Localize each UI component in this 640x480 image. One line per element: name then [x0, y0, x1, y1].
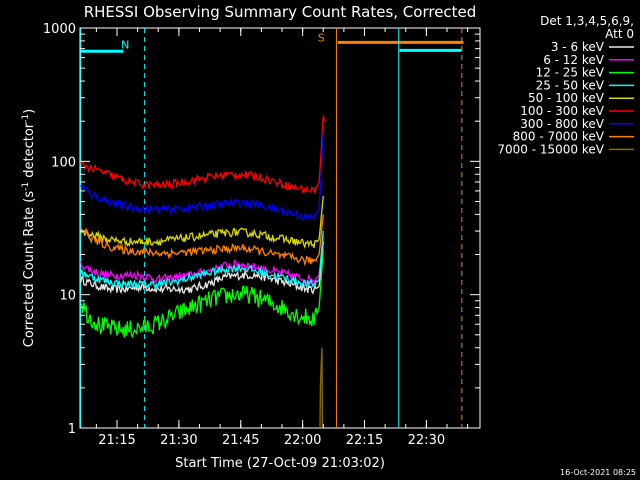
series-line-0 — [80, 241, 324, 295]
y-axis-label-sup1: -1 — [21, 182, 31, 191]
series-line-1 — [80, 234, 324, 286]
legend-label-8: 7000 - 15000 keV — [497, 142, 604, 156]
y-tick-label-1: 10 — [59, 289, 76, 304]
series-line-7 — [80, 214, 324, 267]
series-lines — [80, 115, 326, 429]
x-tick-label-4: 22:15 — [346, 433, 383, 448]
plot-frame — [79, 27, 481, 429]
legend-label-5: 100 - 300 keV — [520, 104, 604, 118]
chart-title: RHESSI Observing Summary Count Rates, Co… — [84, 3, 477, 21]
series-line-3 — [80, 231, 324, 291]
state-label-3: S — [318, 32, 325, 45]
legend-label-3: 25 - 50 keV — [536, 78, 605, 92]
footer-timestamp: 16-Oct-2021 08:25 — [560, 468, 636, 477]
y-tick-label-3: 1000 — [43, 22, 76, 37]
x-tick-label-0: 21:15 — [98, 433, 135, 448]
series-line-5 — [80, 115, 326, 195]
x-tick-label-3: 22:00 — [284, 433, 321, 448]
y-axis-label-main: Corrected Count Rate (s — [22, 191, 37, 348]
y-axis-label-sup2: -1 — [21, 114, 31, 123]
legend-label-2: 12 - 25 keV — [536, 66, 605, 80]
legend-label-6: 300 - 800 keV — [520, 117, 604, 131]
x-axis-label: Start Time (27-Oct-09 21:03:02) — [175, 456, 385, 471]
x-tick-label-5: 22:30 — [408, 433, 445, 448]
legend-label-7: 800 - 7000 keV — [513, 130, 605, 144]
y-tick-label-0: 1 — [68, 422, 76, 437]
legend-header-1: Det 1,3,4,5,6,9, — [540, 14, 634, 28]
series-line-6 — [80, 130, 324, 222]
x-tick-label-2: 21:45 — [222, 433, 259, 448]
y-axis-label: Corrected Count Rate (s-1 detector-1) — [21, 109, 37, 347]
state-label-1: N — [121, 39, 129, 52]
legend-label-1: 6 - 12 keV — [543, 53, 605, 67]
x-tick-label-1: 21:30 — [160, 433, 197, 448]
legend-label-0: 3 - 6 keV — [551, 40, 605, 54]
series-line-8 — [319, 347, 324, 429]
series-line-2 — [80, 248, 324, 339]
legend-label-4: 50 - 100 keV — [528, 91, 605, 105]
axis-ticks: 21:15 21:30 21:45 22:00 22:15 22:30 1 10 100 1000 — [43, 22, 480, 448]
series-line-4 — [80, 195, 324, 250]
y-axis-label-mid: detector — [22, 122, 37, 182]
svg-text:Corrected Count Rate (s-1 dete: Corrected Count Rate (s-1 detector-1) — [21, 109, 37, 347]
y-tick-label-2: 100 — [51, 155, 76, 170]
legend-header-2: Att 0 — [605, 27, 634, 41]
y-axis-label-end: ) — [22, 109, 37, 114]
